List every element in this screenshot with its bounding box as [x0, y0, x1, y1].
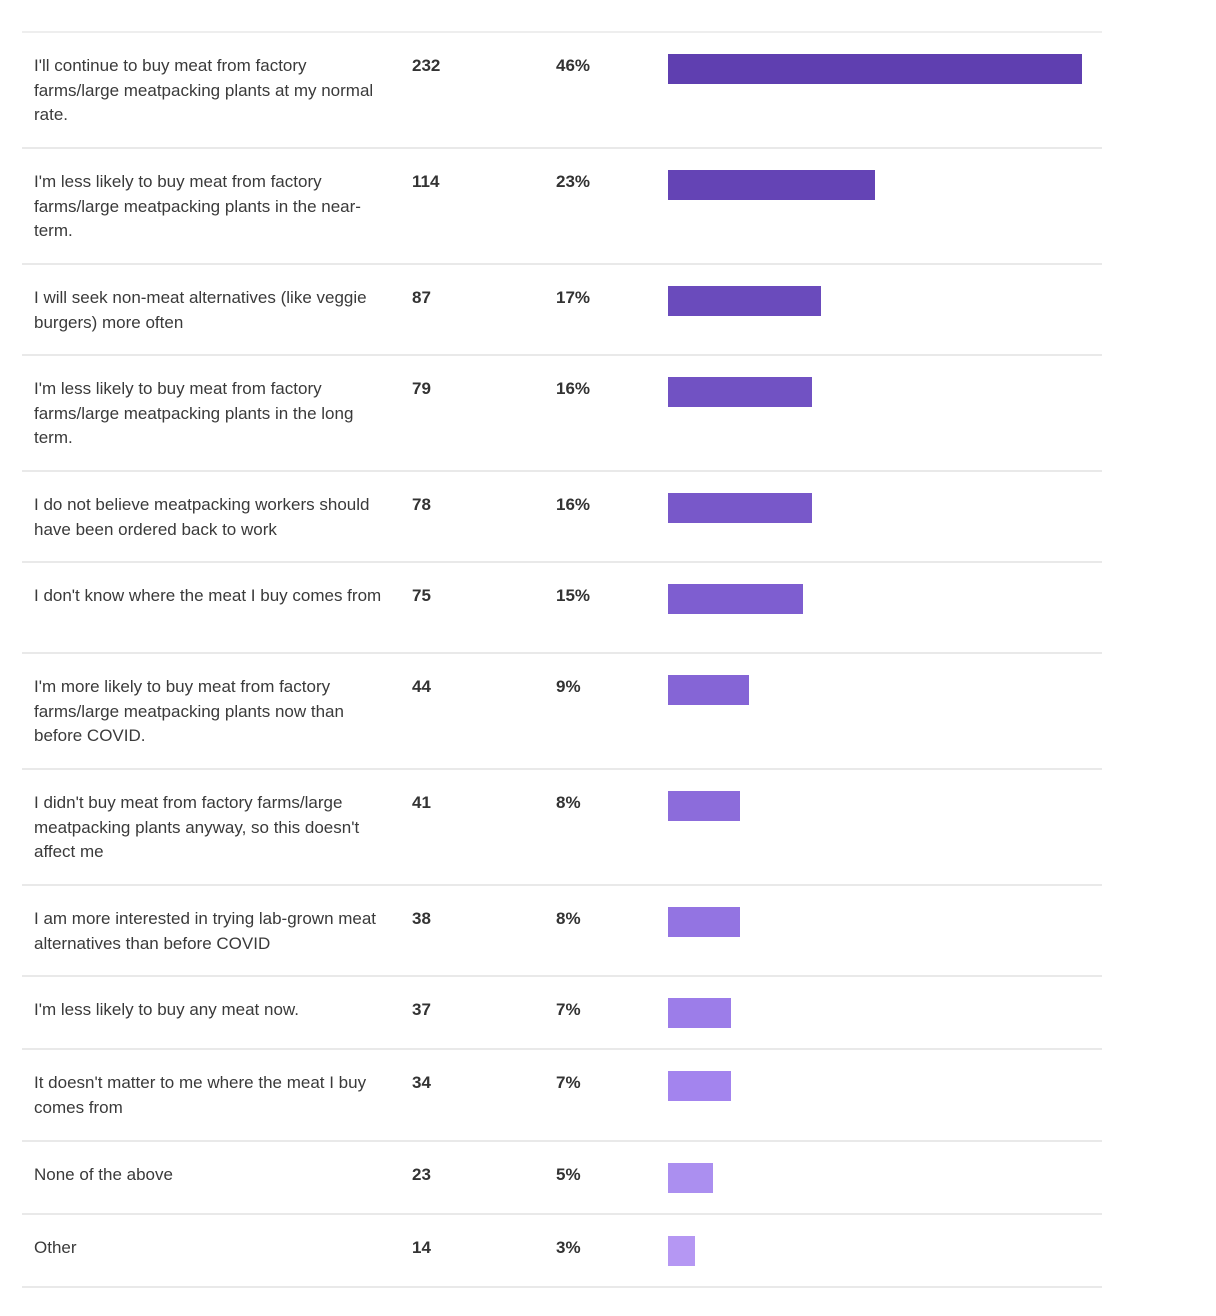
response-count: 87 — [412, 288, 431, 307]
response-count: 41 — [412, 793, 431, 812]
response-label: I'm less likely to buy any meat now. — [34, 1000, 299, 1019]
response-label: I'll continue to buy meat from factory f… — [34, 56, 374, 124]
response-label: I will seek non-meat alternatives (like … — [34, 288, 367, 332]
percent-bar — [668, 286, 821, 316]
response-label: It doesn't matter to me where the meat I… — [34, 1073, 367, 1117]
percent-bar — [668, 54, 1082, 84]
response-label: I'm more likely to buy meat from factory… — [34, 677, 344, 745]
table-row: I do not believe meatpacking workers sho… — [22, 472, 1102, 563]
percent-bar — [668, 907, 740, 937]
response-label: I'm less likely to buy meat from factory… — [34, 172, 361, 240]
response-percent: 7% — [556, 1000, 581, 1019]
percent-bar — [668, 675, 749, 705]
response-percent: 8% — [556, 909, 581, 928]
response-percent: 17% — [556, 288, 591, 307]
response-percent: 15% — [556, 586, 591, 605]
response-count: 38 — [412, 909, 431, 928]
response-label: I don't know where the meat I buy comes … — [34, 586, 382, 605]
response-percent: 8% — [556, 793, 581, 812]
response-count: 23 — [412, 1165, 431, 1184]
response-percent: 7% — [556, 1073, 581, 1092]
table-row: I will seek non-meat alternatives (like … — [22, 265, 1102, 356]
table-row: I'm less likely to buy meat from factory… — [22, 356, 1102, 472]
table-row: Other 14 3% — [22, 1215, 1102, 1288]
response-count: 14 — [412, 1238, 431, 1257]
response-percent: 16% — [556, 495, 591, 514]
table-row: I didn't buy meat from factory farms/lar… — [22, 770, 1102, 886]
response-count: 232 — [412, 56, 441, 75]
table-row: It doesn't matter to me where the meat I… — [22, 1050, 1102, 1142]
percent-bar — [668, 584, 803, 614]
table-row: I am more interested in trying lab-grown… — [22, 886, 1102, 977]
table-row: I'll continue to buy meat from factory f… — [22, 33, 1102, 149]
response-label: None of the above — [34, 1165, 173, 1184]
percent-bar — [668, 377, 812, 407]
results-table: I'll continue to buy meat from factory f… — [22, 31, 1102, 1288]
response-label: I do not believe meatpacking workers sho… — [34, 495, 370, 539]
response-count: 78 — [412, 495, 431, 514]
percent-bar — [668, 998, 731, 1028]
table-row: I'm less likely to buy meat from factory… — [22, 149, 1102, 265]
response-percent: 16% — [556, 379, 591, 398]
table-row: I don't know where the meat I buy comes … — [22, 563, 1102, 654]
response-count: 44 — [412, 677, 431, 696]
percent-bar — [668, 1163, 713, 1193]
response-percent: 23% — [556, 172, 591, 191]
response-percent: 3% — [556, 1238, 581, 1257]
response-label: Other — [34, 1238, 77, 1257]
response-label: I didn't buy meat from factory farms/lar… — [34, 793, 360, 861]
response-label: I'm less likely to buy meat from factory… — [34, 379, 354, 447]
percent-bar — [668, 1071, 731, 1101]
percent-bar — [668, 791, 740, 821]
response-count: 75 — [412, 586, 431, 605]
percent-bar — [668, 170, 875, 200]
table-row: None of the above 23 5% — [22, 1142, 1102, 1215]
table-row: I'm less likely to buy any meat now. 37 7% — [22, 977, 1102, 1050]
response-percent: 5% — [556, 1165, 581, 1184]
response-label: I am more interested in trying lab-grown… — [34, 909, 377, 953]
response-percent: 9% — [556, 677, 581, 696]
table-row: I'm more likely to buy meat from factory… — [22, 654, 1102, 770]
response-count: 114 — [412, 172, 440, 191]
percent-bar — [668, 493, 812, 523]
response-count: 34 — [412, 1073, 431, 1092]
percent-bar — [668, 1236, 695, 1266]
response-count: 79 — [412, 379, 431, 398]
response-percent: 46% — [556, 56, 591, 75]
response-count: 37 — [412, 1000, 431, 1019]
